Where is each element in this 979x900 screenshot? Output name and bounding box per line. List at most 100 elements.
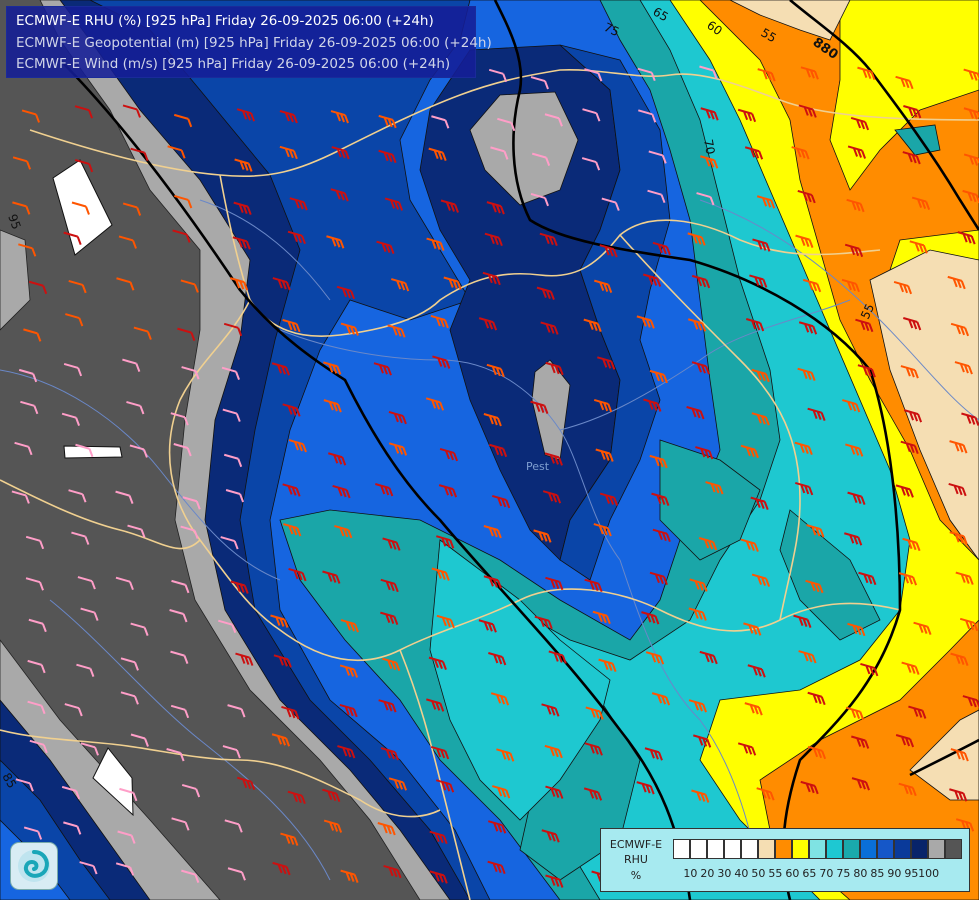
wind-barb <box>649 369 668 384</box>
wind-barb <box>807 745 827 760</box>
wind-barb <box>545 361 564 376</box>
wind-barb <box>691 361 710 375</box>
wind-barb <box>28 618 47 633</box>
wind-barb <box>68 489 87 503</box>
wind-barb <box>27 659 46 674</box>
wind-barb <box>698 537 718 551</box>
wind-barb <box>272 861 291 876</box>
wind-barb <box>598 658 617 672</box>
wind-barb <box>851 735 870 749</box>
rh-low-patch-a <box>52 159 113 256</box>
wind-barb <box>651 492 670 506</box>
wind-barb <box>913 621 932 636</box>
wind-barb <box>908 705 927 719</box>
wind-barb <box>903 409 923 423</box>
rh-65-tongue <box>829 0 979 191</box>
wind-barb <box>373 362 392 376</box>
wind-barb <box>963 107 979 120</box>
wind-barb <box>388 777 408 791</box>
wind-barb <box>845 706 865 721</box>
wind-barb <box>75 443 94 458</box>
wind-barb <box>18 368 38 383</box>
wind-barb <box>800 66 819 80</box>
wind-barb <box>77 576 96 590</box>
wind-barb <box>339 664 359 678</box>
wind-barb <box>793 614 812 628</box>
contour-label-95: 95 <box>5 212 23 231</box>
wind-barb <box>173 113 193 128</box>
wind-barb <box>541 703 560 717</box>
wind-barb <box>388 410 407 425</box>
wind-barb <box>847 622 866 637</box>
wind-barb <box>636 781 655 795</box>
wind-barb <box>597 356 616 370</box>
legend-tick-label: 80 <box>853 867 868 880</box>
wind-barb <box>647 189 666 204</box>
wind-barb <box>846 198 865 213</box>
wind-barb <box>844 532 863 546</box>
wind-barb <box>233 201 252 215</box>
wind-barb <box>170 650 189 664</box>
geopotential-880-contour-se <box>909 738 979 777</box>
wind-barb <box>122 358 141 372</box>
wind-barb <box>181 784 201 798</box>
rh-95-band-left <box>0 229 31 331</box>
wind-barb <box>271 362 291 376</box>
wind-barb <box>130 147 149 162</box>
wind-barb <box>376 240 395 255</box>
wind-barb <box>12 156 32 170</box>
wind-barb <box>584 742 603 756</box>
wind-barb <box>431 567 450 581</box>
wind-barb <box>61 785 81 800</box>
map-title-box: ECMWF-E RHU (%) [925 hPa] Friday 26-09-2… <box>6 6 492 78</box>
wind-barb <box>484 232 503 247</box>
wind-barb <box>691 789 710 803</box>
wind-barb <box>438 484 458 498</box>
wind-barb <box>844 243 864 258</box>
rh-75-patch-b <box>779 509 881 641</box>
wind-barb <box>119 787 138 802</box>
rh-55-north <box>729 0 851 41</box>
wind-barb <box>791 146 810 160</box>
wind-barb <box>700 107 719 121</box>
wind-barb <box>536 286 555 300</box>
wind-barb <box>486 363 505 378</box>
wind-barb <box>223 322 243 337</box>
wind-barb <box>497 117 516 132</box>
wind-barb <box>120 691 139 705</box>
wind-barb <box>900 440 919 455</box>
wind-barb <box>962 189 979 204</box>
wind-barb <box>743 622 762 636</box>
wind-barb <box>227 867 246 881</box>
legend-tick-label: 20 <box>700 867 715 880</box>
wind-barb <box>336 285 356 300</box>
wind-barb <box>539 232 558 247</box>
wind-barb <box>170 704 190 719</box>
wind-barb <box>382 657 401 672</box>
wind-barb <box>749 274 768 288</box>
wind-barb <box>380 611 399 625</box>
wind-barb <box>388 442 408 456</box>
wind-barb <box>478 619 497 633</box>
wind-barb <box>740 538 759 552</box>
wind-barb <box>172 229 191 243</box>
geopotential-880-contour-north <box>493 0 902 900</box>
wind-barb <box>483 413 502 427</box>
wind-barb <box>115 490 134 504</box>
wind-barb <box>478 317 498 331</box>
wind-barb <box>339 703 358 718</box>
wind-barb <box>170 412 189 426</box>
wind-barb <box>223 453 243 468</box>
wind-barb <box>271 733 291 747</box>
wind-barb <box>957 231 976 245</box>
wind-barb <box>750 496 769 510</box>
wind-barb <box>845 443 864 457</box>
wind-barb <box>230 580 249 594</box>
wind-barb <box>282 318 301 333</box>
wind-barb <box>229 277 249 291</box>
wind-barb <box>133 326 152 340</box>
wind-barb <box>115 862 135 876</box>
wind-barb <box>756 787 775 801</box>
wind-barb <box>330 188 349 202</box>
legend-swatch <box>826 839 843 859</box>
